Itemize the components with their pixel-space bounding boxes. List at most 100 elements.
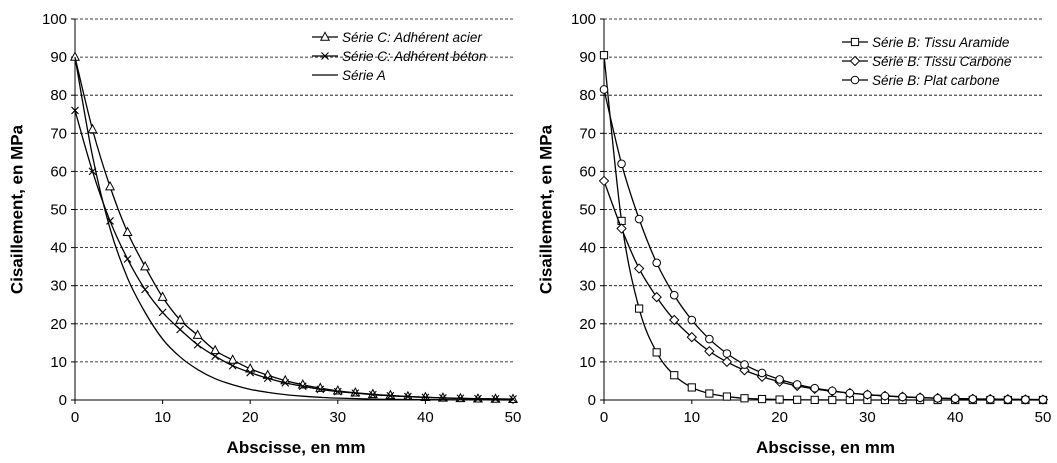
chart-2-y-tick-label: 0 — [588, 392, 596, 409]
chart-2-series-1-point — [757, 394, 767, 404]
chart-2-series-3-point — [898, 392, 907, 402]
chart-2-series-3-point — [845, 388, 855, 398]
chart-2-x-tick-label: 20 — [771, 409, 788, 426]
chart-2-series-3-point — [599, 85, 609, 94]
chart-2-y-axis-label: Cisaillement, en MPa — [536, 124, 555, 294]
chart-2-y-tick-label: 100 — [571, 11, 596, 28]
chart-1-series-1-point — [105, 180, 116, 191]
chart-1-y-tick-label: 100 — [42, 11, 67, 28]
chart-1-series-2-point — [263, 374, 272, 383]
chart-2-x-tick-label: 10 — [683, 409, 700, 426]
chart-1-legend-label: Série C: Adhérent acier — [342, 30, 482, 45]
chart-2-legend-label: Série B: Plat carbone — [872, 73, 1000, 88]
chart-1-y-tick-label: 10 — [50, 354, 67, 371]
chart-2-series-3-point — [1021, 395, 1030, 404]
chart-1-legend-marker — [321, 52, 329, 60]
chart-1-x-tick-label: 0 — [71, 409, 79, 426]
chart-1-y-tick-label: 40 — [50, 240, 67, 257]
chart-1-series-2-point — [158, 308, 167, 317]
chart-2-series-3-point — [827, 386, 837, 396]
chart-2-series-2-point — [633, 263, 645, 274]
chart-1-legend-marker — [319, 31, 331, 41]
chart-2-series-1-point — [652, 348, 661, 357]
chart-1-series-2-point — [386, 391, 395, 400]
chart-1-series-2-point — [176, 325, 185, 334]
chart-2-legend-marker — [850, 75, 860, 85]
chart-1-series-1-point — [122, 226, 133, 237]
chart-2-series-2-point — [704, 346, 715, 357]
chart-1-y-axis-label: Cisaillement, en MPa — [7, 124, 26, 294]
chart-1-x-tick-label: 20 — [242, 409, 259, 426]
chart-2-series-2-point — [651, 291, 662, 303]
chart-1-series-2-point — [509, 395, 517, 403]
chart-1-series-2-point — [368, 390, 377, 399]
chart-1-series-2-line — [74, 110, 514, 400]
chart-2-series-3-point — [933, 393, 942, 403]
chart-1-legend: Série C: Adhérent acier Série C: Adhérent… — [312, 30, 486, 83]
chart-1-series-2-point — [228, 361, 237, 370]
chart-2-series-3-point — [792, 380, 802, 389]
chart-1-x-tick-label: 30 — [329, 409, 346, 426]
chart-2-x-axis-label: Abscisse, en mm — [756, 438, 895, 457]
chart-1-x-axis-label: Abscisse, en mm — [227, 438, 366, 457]
chart-2-series-1-point — [635, 304, 644, 313]
chart-2-x-tick-label: 30 — [859, 409, 876, 426]
chart-2-x-tick-label: 0 — [600, 409, 608, 426]
chart-1-series-2-point — [211, 352, 220, 361]
chart-1-series-2-point — [351, 389, 360, 398]
chart-2-series-1-point — [687, 383, 696, 392]
chart-1-y-tick-label: 70 — [50, 125, 67, 142]
chart-1-series-1-point — [157, 291, 168, 301]
chart-2-legend: Série B: Tissu Aramide Série B: Tissu Car… — [842, 35, 1011, 88]
chart-2-series-1-point — [793, 395, 802, 404]
chart-2-y-tick-label: 30 — [579, 278, 596, 295]
chart-2-y-tick-label: 40 — [579, 240, 596, 257]
chart-1-x-tick-label: 40 — [417, 409, 434, 426]
chart-2-series-3-point — [740, 360, 749, 369]
chart-1-series-2-point — [316, 385, 325, 394]
chart-2-series-1-line — [603, 55, 1043, 401]
chart-2-series-2-point — [721, 356, 733, 368]
chart-1-series-2-point — [193, 340, 202, 349]
chart-1-series-2-point — [456, 394, 465, 403]
chart-2-series-3-point — [968, 394, 978, 404]
chart-1-y-tick-label: 50 — [50, 202, 67, 219]
chart-2-series-2-point — [669, 314, 680, 326]
chart-2-series-1-point — [722, 392, 732, 401]
chart-2-series-3-point — [634, 214, 644, 224]
chart-2-series-3-point — [915, 393, 925, 403]
chart-1-series-2-point — [123, 255, 132, 263]
chart-1-y-tick-label: 80 — [50, 87, 67, 104]
chart-1-series-2-point — [333, 387, 342, 396]
chart-1-series-1-point — [385, 389, 396, 400]
chart-1-y-tick-label: 20 — [50, 316, 67, 333]
chart-2-series-2-point — [616, 223, 627, 234]
chart-1-series-1-point — [367, 388, 378, 398]
chart-2-series-1-point — [775, 395, 784, 404]
chart-2-series-1-point — [670, 371, 679, 380]
chart-1-series-1-point — [192, 329, 203, 339]
chart-2-series-3-point — [1003, 395, 1013, 404]
chart-2-x-tick-label: 40 — [947, 409, 964, 426]
chart-1-series-2-point — [298, 382, 307, 391]
chart-2-legend-marker — [850, 37, 860, 47]
chart-2-legend-label: Série B: Tissu Aramide — [872, 35, 1009, 50]
chart-1-series-1-point — [140, 260, 151, 271]
chart-2-series-3-point — [687, 315, 697, 325]
chart-1-legend-label: Série C: Adhérent béton — [342, 49, 486, 64]
chart-1-y-tick-label: 90 — [50, 49, 67, 66]
chart-2-series-3-point — [810, 383, 820, 393]
chart-2-series-1-point — [810, 395, 819, 404]
chart-2-legend-marker — [849, 55, 861, 67]
chart-2-series-3-point — [617, 159, 626, 169]
chart-1-series-2-point — [246, 368, 255, 377]
chart-2-series-1-point — [828, 395, 837, 405]
chart-1-x-tick-label: 50 — [505, 409, 522, 426]
chart-2-series-1-point — [740, 394, 749, 403]
chart-1-series-1-point — [350, 386, 361, 397]
chart-2-legend-label: Série B: Tissu Carbone — [872, 54, 1011, 69]
chart-2-series-3-point — [705, 334, 714, 344]
chart-1-series-1-point — [87, 123, 98, 134]
